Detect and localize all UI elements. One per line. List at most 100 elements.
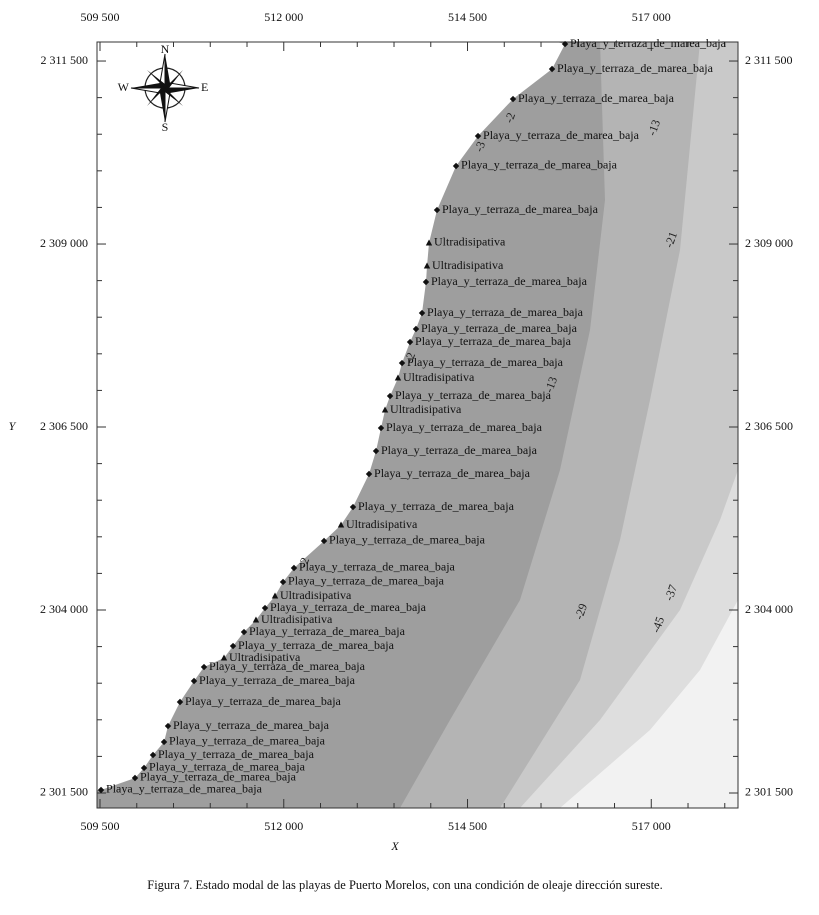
beach-label: Playa_y_terraza_de_marea_baja [185, 694, 342, 708]
beach-label: Playa_y_terraza_de_marea_baja [442, 202, 599, 216]
beach-point [160, 738, 168, 746]
x-tick-label-bottom: 509 500 [81, 819, 120, 833]
beach-point [394, 374, 402, 381]
compass-point [147, 70, 165, 88]
compass-point [165, 88, 183, 106]
contour-label: -21 [662, 230, 681, 250]
beach-point [164, 722, 172, 730]
beach-label: Playa_y_terraza_de_marea_baja [427, 305, 584, 319]
beach-point [176, 698, 184, 706]
beach-point [365, 470, 373, 478]
beach-label: Ultradisipativa [261, 612, 333, 626]
beach-label: Playa_y_terraza_de_marea_baja [461, 158, 618, 172]
compass-rose: N S E W [118, 42, 209, 134]
beach-point [406, 338, 414, 346]
y-tick-label-right: 2 309 000 [745, 236, 793, 250]
compass-s: S [162, 120, 169, 134]
beach-label: Ultradisipativa [229, 650, 301, 664]
beach-label: Playa_y_terraza_de_marea_baja [173, 718, 330, 732]
beach-point [190, 677, 198, 685]
beach-label: Playa_y_terraza_de_marea_baja [518, 91, 675, 105]
beach-label: Playa_y_terraza_de_marea_baja [158, 747, 315, 761]
map-frame [96, 41, 739, 809]
beach-point [252, 616, 260, 623]
x-tick-label-top: 514 500 [448, 10, 487, 24]
beach-point [509, 95, 517, 103]
y-tick-label-left: 2 311 500 [40, 53, 88, 67]
beach-label: Playa_y_terraza_de_marea_baja [249, 624, 406, 638]
beach-point [240, 628, 248, 636]
y-tick-label-left: 2 304 000 [40, 602, 88, 616]
y-tick-label-right: 2 311 500 [745, 53, 793, 67]
beach-point [220, 654, 228, 661]
contour-label: -2 [402, 350, 419, 364]
compass-e: E [201, 80, 208, 94]
beach-point [261, 604, 269, 612]
x-tick-label-top: 517 000 [632, 10, 671, 24]
beach-label: Playa_y_terraza_de_marea_baja [106, 782, 263, 796]
beach-point [229, 642, 237, 650]
beach-point [290, 564, 298, 572]
beach-point [412, 325, 420, 333]
beach-label: Ultradisipativa [403, 370, 475, 384]
beach-label: Playa_y_terraza_de_marea_baja [415, 334, 572, 348]
beach-label: Ultradisipativa [432, 258, 504, 272]
beach-point [561, 40, 569, 48]
beach-point [140, 764, 148, 772]
contour-label: -2 [296, 555, 313, 569]
beach-label: Playa_y_terraza_de_marea_baja [238, 638, 395, 652]
x-tick-label-bottom: 512 000 [264, 819, 303, 833]
beach-point [433, 206, 441, 214]
contour-label: -13 [542, 375, 561, 395]
beach-label: Playa_y_terraza_de_marea_baja [381, 443, 538, 457]
x-tick-label-bottom: 514 500 [448, 819, 487, 833]
compass-point [165, 70, 183, 88]
y-tick-label-left: 2 306 500 [40, 419, 88, 433]
y-tick-label-right: 2 304 000 [745, 602, 793, 616]
y-tick-label-right: 2 306 500 [745, 419, 793, 433]
beach-label: Ultradisipativa [346, 517, 418, 531]
compass-point [131, 83, 165, 88]
beach-point [271, 592, 279, 599]
compass-point [165, 54, 170, 88]
y-tick-label-right: 2 301 500 [745, 785, 793, 799]
beach-point [474, 132, 482, 140]
beach-label: Playa_y_terraza_de_marea_baja [270, 600, 427, 614]
beach-point [372, 447, 380, 455]
contour-label: -3 [472, 140, 489, 154]
beach-point [452, 162, 460, 170]
beach-point [386, 392, 394, 400]
beach-point [423, 262, 431, 269]
beach-point [398, 359, 406, 367]
beach-label: Playa_y_terraza_de_marea_baja [329, 533, 486, 547]
contour-label: -37 [662, 583, 681, 603]
beach-label: Playa_y_terraza_de_marea_baja [407, 355, 564, 369]
contour-label: -29 [572, 602, 591, 622]
beach-point [548, 65, 556, 73]
beach-label: Playa_y_terraza_de_marea_baja [358, 499, 515, 513]
x-tick-label-top: 512 000 [264, 10, 303, 24]
y-tick-label-left: 2 301 500 [40, 785, 88, 799]
beach-point [418, 309, 426, 317]
sea-deepest [560, 600, 738, 808]
beach-label: Playa_y_terraza_de_marea_baja [386, 420, 543, 434]
beach-point [422, 278, 430, 286]
compass-point [165, 88, 199, 93]
beach-label: Ultradisipativa [434, 235, 506, 249]
beach-label: Playa_y_terraza_de_marea_baja [374, 466, 531, 480]
y-axis-title: Y [9, 419, 17, 433]
contour-label: -2 [502, 111, 519, 125]
beach-label: Playa_y_terraza_de_marea_baja [421, 321, 578, 335]
x-tick-label-top: 509 500 [81, 10, 120, 24]
beach-point [349, 503, 357, 511]
beach-point [320, 537, 328, 545]
beach-label: Ultradisipativa [390, 402, 462, 416]
beach-point [131, 774, 139, 782]
beach-point [425, 239, 433, 246]
bathymetry [97, 42, 738, 808]
beach-label: Playa_y_terraza_de_marea_baja [557, 61, 714, 75]
contour-label: -45 [648, 615, 667, 635]
compass-w: W [118, 80, 130, 94]
compass-point [160, 88, 165, 122]
